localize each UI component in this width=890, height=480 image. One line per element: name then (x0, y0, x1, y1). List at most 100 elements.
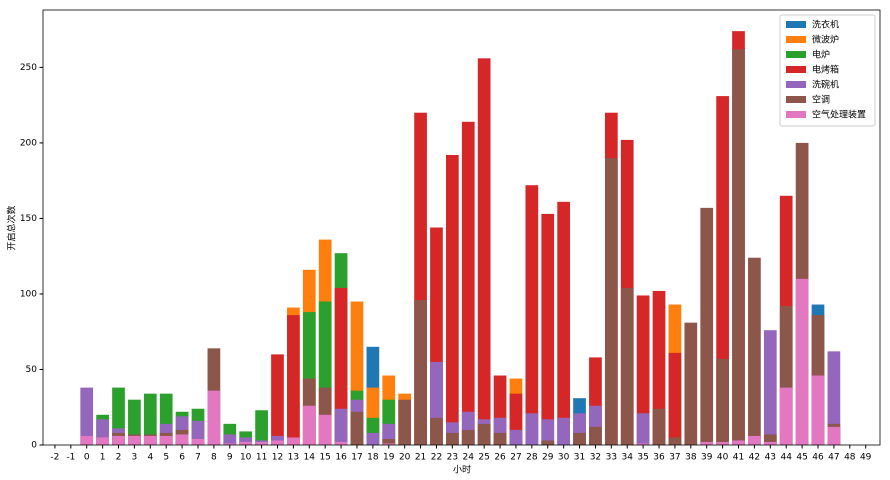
bar (271, 440, 284, 445)
x-tick-label: 34 (622, 453, 634, 463)
bar (620, 287, 634, 445)
bar (525, 185, 539, 446)
bar (541, 213, 555, 445)
bar (827, 351, 841, 445)
bar (430, 417, 443, 445)
x-tick-label: 12 (272, 453, 283, 463)
x-tick-label: 39 (701, 453, 713, 463)
x-tick-label: 16 (335, 453, 347, 463)
bar (461, 121, 475, 445)
bar (525, 413, 539, 445)
bar (112, 435, 125, 445)
legend-swatch (786, 81, 806, 88)
x-axis-label: 小时 (453, 464, 471, 476)
bar (811, 375, 825, 445)
bar (732, 440, 745, 445)
x-tick-label: 38 (685, 453, 697, 463)
bar (96, 437, 109, 445)
x-tick-label: 46 (812, 453, 824, 463)
bar (143, 435, 157, 445)
bar (716, 441, 729, 445)
bar (128, 435, 141, 445)
y-axis-label: 开启总次数 (6, 205, 18, 250)
x-tick-label: 14 (304, 453, 316, 463)
bar (334, 287, 348, 445)
bar (636, 413, 650, 445)
bar (255, 410, 268, 445)
bar (80, 435, 94, 445)
x-tick-label: 33 (606, 453, 617, 463)
bar (318, 414, 332, 445)
x-tick-label: 26 (494, 453, 506, 463)
x-tick-label: 20 (399, 453, 411, 463)
legend-label: 空气处理装置 (812, 109, 866, 121)
x-tick-label: 10 (240, 453, 252, 463)
x-tick-label: 0 (84, 453, 90, 463)
y-tick-label: 50 (26, 365, 38, 375)
x-tick-label: 32 (590, 453, 601, 463)
legend-swatch (786, 66, 806, 73)
bar (732, 49, 745, 445)
bar (541, 419, 555, 445)
x-tick-label: 18 (367, 453, 379, 463)
x-tick-label: 41 (733, 453, 744, 463)
x-tick-label: 47 (828, 453, 839, 463)
bar (652, 408, 666, 445)
bar (763, 441, 777, 445)
bar (414, 300, 427, 445)
x-tick-label: 48 (844, 453, 856, 463)
legend-label: 电炉 (812, 49, 830, 61)
x-tick-label: 5 (163, 453, 169, 463)
y-tick-label: 150 (20, 214, 37, 224)
x-tick-label: 3 (132, 453, 138, 463)
bar (573, 432, 586, 445)
bar (334, 408, 348, 445)
x-tick-label: 29 (542, 453, 554, 463)
bar (509, 429, 523, 445)
x-tick-label: 31 (574, 453, 585, 463)
bar (700, 441, 714, 445)
legend-label: 电烤箱 (812, 64, 839, 76)
bar (382, 443, 396, 445)
legend-swatch (786, 111, 806, 118)
x-tick-label: 4 (147, 453, 153, 463)
y-tick-label: 250 (20, 63, 37, 73)
bar (700, 207, 714, 445)
bar (541, 440, 555, 445)
bar (652, 290, 666, 445)
bar (636, 443, 650, 445)
bar (716, 358, 729, 445)
x-tick-label: 11 (256, 453, 267, 463)
bar (446, 432, 459, 445)
bar (159, 435, 173, 445)
bar (175, 434, 189, 445)
bar (827, 426, 841, 445)
legend-swatch (786, 51, 806, 58)
bar (446, 155, 459, 445)
bar (398, 399, 412, 445)
x-tick-label: 1 (100, 453, 106, 463)
x-tick-label: 43 (765, 453, 776, 463)
bar (287, 437, 300, 445)
x-tick-label: 24 (463, 453, 475, 463)
x-tick-label: 19 (383, 453, 395, 463)
y-tick-label: 200 (20, 138, 37, 148)
x-tick-label: 17 (351, 453, 362, 463)
x-tick-label: 35 (637, 453, 648, 463)
x-tick-label: 27 (510, 453, 521, 463)
bar (763, 434, 777, 445)
bar (477, 423, 491, 445)
bar (748, 257, 761, 445)
bar (239, 441, 253, 445)
bar (302, 405, 316, 445)
bar (143, 393, 157, 445)
x-tick-label: 22 (431, 453, 442, 463)
x-tick-label: 49 (860, 453, 872, 463)
x-tick-label: 6 (179, 453, 185, 463)
bar (271, 354, 284, 445)
bar (493, 432, 507, 445)
legend-swatch (786, 21, 806, 28)
bar (334, 441, 348, 445)
bar (461, 429, 475, 445)
